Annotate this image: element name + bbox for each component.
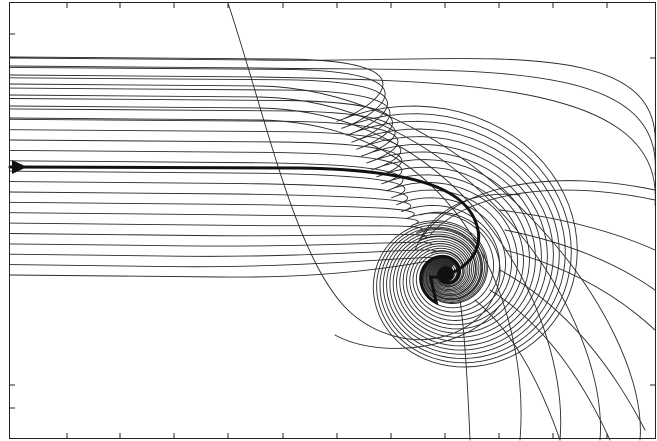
axis-ticks [10,3,655,438]
ray-trajectory-line [474,299,561,441]
trajectory-line [9,98,554,351]
trajectory-line [9,87,560,355]
outer-trajectory-line [9,83,641,441]
separatrix-layer [227,2,501,349]
ray-trajectory-line [459,299,471,441]
ray-trajectory-line [489,289,611,441]
ray-trajectory-line [499,209,656,251]
fixed-point-marker [438,266,454,282]
direction-arrow [12,160,27,174]
outer-trajectory-line [9,57,656,151]
arc-trajectory-line [419,180,656,241]
outer-trajectory-line [9,74,656,206]
ray-trajectory-line [499,269,646,431]
outer-trajectory-line [9,105,562,441]
outer-trajectory-line [9,65,656,176]
outer-trajectory-line [9,117,522,441]
arc-trajectory-line [414,193,521,251]
ray-trajectory-line [504,229,656,291]
trajectory-line [9,77,566,360]
separatrix-curve [227,2,501,341]
arc-trajectory-line [429,189,656,236]
ray-trajectory-line [504,249,656,331]
outer-trajectory-line [9,94,601,441]
plot-frame [9,2,656,439]
trajectory-line [9,66,572,364]
separatrix-inner-curve [334,304,501,349]
